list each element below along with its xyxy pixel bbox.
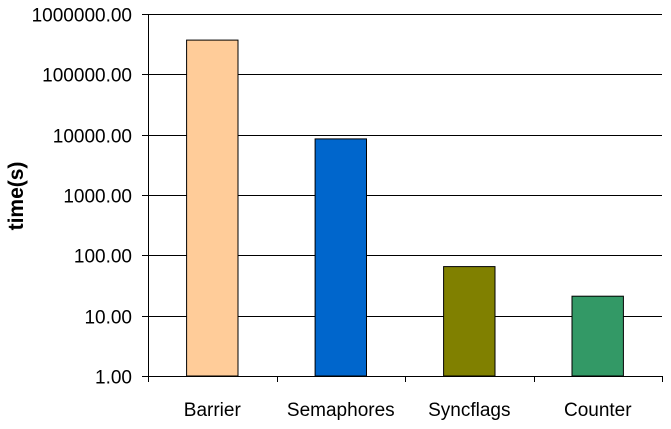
y-axis-title: time(s) — [5, 162, 28, 231]
labels: 1.00 10.00 100.00 1000.00 10000.00 100000.00 1… — [32, 6, 633, 422]
y-tick-label: 100000.00 — [42, 66, 132, 87]
x-tick-label: Semaphores — [287, 400, 395, 421]
y-tick-label: 1.00 — [95, 368, 132, 389]
x-tick-label: Counter — [564, 400, 632, 421]
y-tick-label: 10.00 — [84, 308, 132, 329]
y-tick-label: 1000000.00 — [32, 6, 132, 27]
y-tick-label: 100.00 — [74, 247, 132, 268]
bars — [186, 39, 624, 377]
bar-syncflags — [443, 266, 496, 377]
x-tick-label: Barrier — [184, 400, 242, 421]
bar-barrier — [186, 39, 239, 377]
bar-semaphores — [314, 138, 368, 377]
axes — [142, 14, 663, 382]
y-tick-label: 10000.00 — [53, 127, 132, 148]
x-tick-label: Syncflags — [428, 400, 510, 421]
y-tick-label: 1000.00 — [63, 187, 132, 208]
bar-counter — [571, 295, 624, 377]
